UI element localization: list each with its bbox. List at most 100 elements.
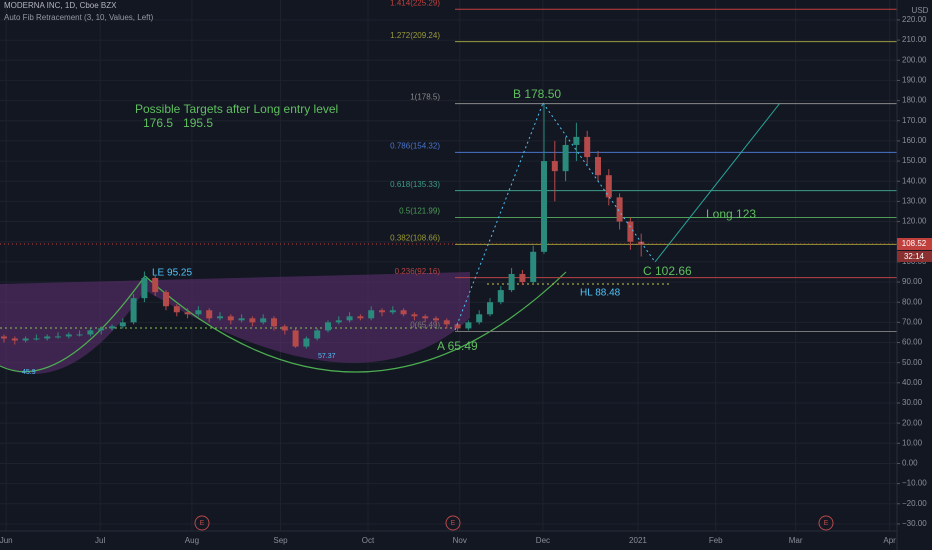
annotation: 176.5 195.5	[143, 116, 213, 130]
candle-body	[389, 310, 396, 313]
fib-label: 0.5(121.99)	[399, 207, 440, 216]
candle-body	[271, 318, 277, 327]
event-label: E	[824, 520, 829, 527]
x-tick-label: Mar	[789, 536, 803, 545]
candle-body	[260, 318, 267, 323]
x-tick-label: Oct	[362, 536, 375, 545]
x-tick-label: Jul	[95, 536, 105, 545]
candle-body	[605, 175, 612, 198]
countdown-label: 32:14	[904, 252, 925, 261]
candle-body	[249, 318, 256, 323]
candle-body	[303, 338, 310, 347]
y-tick-label: 130.00	[902, 197, 927, 206]
x-tick-label: Feb	[709, 536, 723, 545]
candle-body	[281, 326, 288, 331]
candle-body	[55, 336, 61, 338]
countdown-tag	[897, 251, 932, 262]
candle-body	[173, 306, 180, 313]
candle-body	[422, 316, 429, 319]
x-tick-label: Aug	[185, 536, 199, 545]
candle-body	[109, 326, 115, 329]
event-marker[interactable]	[194, 515, 210, 531]
event-marker[interactable]	[818, 515, 834, 531]
candle-body	[465, 322, 472, 329]
cup-arc	[0, 275, 146, 373]
y-tick-label: 200.00	[902, 55, 927, 64]
event-markers: E E E	[194, 515, 834, 531]
candle-body	[141, 277, 148, 299]
y-tick-label: −10.00	[902, 479, 927, 488]
annotation: A 65.49	[437, 339, 478, 353]
candle-body	[44, 336, 51, 339]
candle-body	[238, 318, 245, 321]
x-tick-label: Nov	[453, 536, 467, 545]
candle-body	[206, 310, 213, 319]
price-tag	[897, 238, 932, 250]
y-tick-label: 170.00	[902, 116, 927, 125]
annotation: HL 88.48	[580, 288, 621, 299]
annotation: B 178.50	[513, 87, 561, 101]
candle-body	[22, 338, 29, 341]
event-label: E	[200, 520, 205, 527]
fib-label: 0.786(154.32)	[390, 141, 440, 150]
y-tick-label: 150.00	[902, 156, 927, 165]
candle-body	[346, 316, 353, 321]
candle-body	[476, 314, 483, 323]
fib-label: 0.382(108.66)	[390, 234, 440, 243]
y-tick-label: 80.00	[902, 297, 923, 306]
annotation: C 102.66	[643, 264, 692, 278]
event-marker[interactable]	[445, 515, 461, 531]
candle-body	[152, 277, 159, 293]
candle-body	[65, 334, 72, 337]
candle-body	[595, 157, 601, 176]
chart-title: MODERNA INC, 1D, Cboe BZX	[4, 1, 117, 10]
candle-body	[292, 330, 299, 347]
wave-line	[454, 102, 544, 331]
annotation: LE 95.25	[152, 268, 192, 279]
candle-body	[411, 314, 418, 317]
y-tick-label: 70.00	[902, 317, 923, 326]
candle-body	[616, 197, 623, 222]
fib-label: 0(65.49)	[410, 321, 440, 330]
fib-levels: 1.414(225.29) 1.272(209.24) 1(178.5) 0.786(…	[390, 0, 897, 332]
y-tick-label: 160.00	[902, 136, 927, 145]
candle-body	[368, 310, 375, 319]
candle-body	[573, 136, 580, 145]
fib-label: 1.272(209.24)	[390, 31, 440, 40]
x-tick-label: Apr	[883, 536, 896, 545]
candle-body	[562, 144, 569, 172]
y-tick-label: 220.00	[902, 15, 927, 24]
y-tick-label: 210.00	[902, 35, 927, 44]
candle-body	[11, 338, 18, 341]
candle-body	[400, 310, 407, 315]
candle-body	[227, 316, 234, 321]
x-tick-label: Sep	[273, 536, 288, 545]
x-tick-label: Jun	[0, 536, 13, 545]
y-tick-label: 60.00	[902, 338, 923, 347]
candle-body	[195, 310, 202, 315]
annotation: Long 123	[706, 207, 756, 221]
candle-body	[357, 316, 364, 319]
candle-body	[76, 334, 83, 336]
y-tick-label: −30.00	[902, 519, 927, 528]
y-tick-label: 40.00	[902, 378, 923, 387]
candle-body	[1, 336, 7, 339]
annotation: Possible Targets after Long entry level	[135, 102, 338, 116]
candle-body	[541, 161, 547, 252]
candle-body	[325, 322, 331, 331]
candle-body	[379, 310, 385, 313]
candle-body	[335, 320, 342, 323]
x-tick-label: Dec	[536, 536, 550, 545]
x-tick-label: 2021	[629, 536, 647, 545]
candle-body	[33, 338, 40, 340]
indicator-label: Auto Fib Retracement (3, 10, Values, Lef…	[4, 13, 154, 22]
y-tick-label: 90.00	[902, 277, 923, 286]
y-tick-label: 10.00	[902, 438, 923, 447]
candle-body	[433, 318, 439, 321]
annotation: 57.37	[318, 353, 336, 360]
event-label: E	[451, 520, 456, 527]
projection-line	[654, 102, 781, 263]
candle-body	[497, 290, 504, 303]
